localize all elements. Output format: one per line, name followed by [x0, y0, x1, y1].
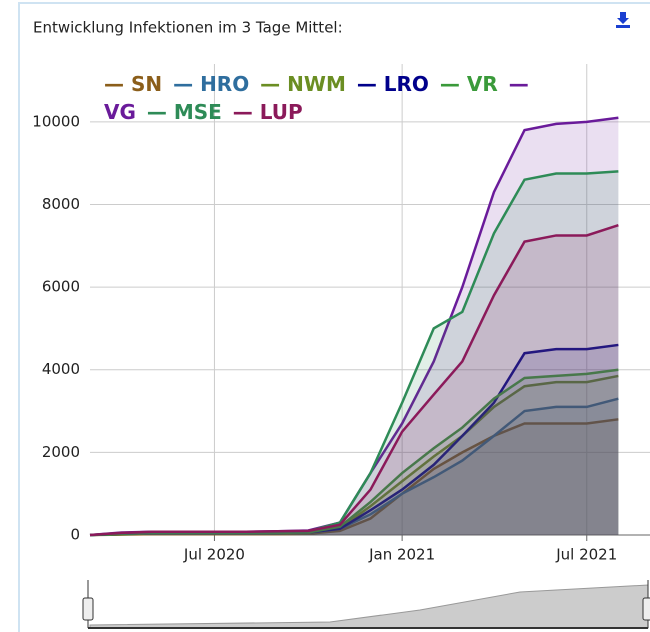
series-area — [90, 419, 619, 535]
legend-label: NWM — [287, 72, 346, 96]
y-tick-label: 10000 — [32, 112, 80, 130]
chart-title: Entwicklung Infektionen im 3 Tage Mittel… — [33, 19, 343, 37]
series-area — [90, 398, 619, 535]
plot-background — [90, 64, 650, 535]
legend-item[interactable]: — HRO — [173, 72, 250, 96]
legend-label: VR — [466, 72, 498, 96]
y-tick-label: 8000 — [42, 195, 80, 213]
series-area — [90, 369, 619, 535]
legend-item[interactable]: — MSE — [146, 100, 222, 124]
y-tick-label: 4000 — [42, 360, 80, 378]
frame — [18, 2, 650, 632]
legend-item[interactable]: — VG — [104, 72, 529, 124]
legend: — SN — HRO — NWM — LRO — VR — VG — MSE —… — [104, 70, 534, 126]
series-area — [90, 375, 619, 535]
y-tick-label: 2000 — [42, 443, 80, 461]
legend-item[interactable]: — VR — [439, 72, 498, 96]
legend-label: VG — [104, 100, 136, 124]
x-tick-label: Jul 2020 — [183, 546, 245, 564]
y-tick-label: 6000 — [42, 278, 80, 296]
series-area — [90, 225, 619, 535]
legend-item[interactable]: — LRO — [356, 72, 429, 96]
legend-label: LUP — [259, 100, 303, 124]
download-icon[interactable] — [616, 12, 630, 28]
legend-label: MSE — [173, 100, 222, 124]
legend-item[interactable]: — NWM — [260, 72, 346, 96]
legend-item[interactable]: — SN — [104, 72, 163, 96]
x-tick-label: Jan 2021 — [368, 546, 435, 564]
y-tick-label: 0 — [70, 526, 80, 544]
x-tick-label: Jul 2021 — [555, 546, 617, 564]
navigator[interactable] — [82, 580, 650, 629]
series-line — [89, 223, 619, 537]
series-area — [90, 344, 619, 535]
series-area — [90, 171, 619, 535]
series-area — [90, 117, 619, 536]
legend-item[interactable]: — LUP — [232, 100, 303, 124]
legend-label: SN — [130, 72, 163, 96]
legend-label: LRO — [383, 72, 429, 96]
legend-label: HRO — [200, 72, 250, 96]
